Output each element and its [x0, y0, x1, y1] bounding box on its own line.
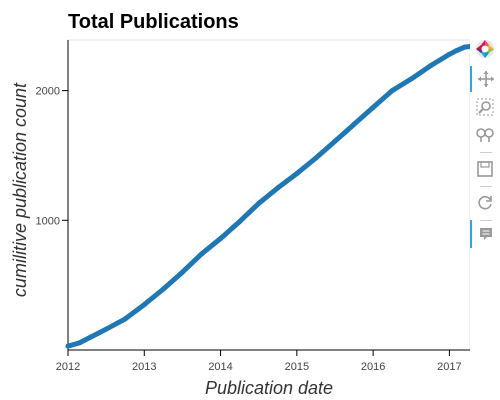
x-axis: 2012 2013 2014 2015 2016 2017 [56, 349, 470, 373]
data-point [122, 316, 128, 322]
reset-icon[interactable] [470, 190, 500, 216]
chart-toolbar [470, 36, 500, 276]
data-point [462, 44, 468, 50]
y-axis-label: cumilitive publication count [10, 82, 30, 297]
data-point [332, 138, 338, 144]
toolbar-divider [480, 220, 492, 221]
x-tick-label: 2013 [132, 361, 156, 373]
x-tick-label: 2015 [285, 361, 309, 373]
save-icon[interactable] [470, 156, 500, 182]
data-point [454, 47, 460, 53]
data-point [179, 269, 185, 275]
data-point [313, 155, 319, 161]
hover-icon[interactable] [470, 220, 500, 248]
logo-icon[interactable] [470, 36, 500, 62]
chart-title: Total Publications [68, 11, 239, 33]
data-point [370, 104, 376, 110]
x-tick-label: 2016 [361, 361, 385, 373]
x-tick-label: 2012 [56, 361, 80, 373]
data-point [65, 343, 71, 349]
data-point [160, 286, 166, 292]
box-zoom-icon[interactable] [470, 94, 500, 120]
series-layer [65, 43, 470, 349]
data-point [256, 200, 262, 206]
data-point [237, 219, 243, 225]
data-point [408, 76, 414, 82]
pan-icon[interactable] [470, 66, 500, 92]
wheel-zoom-icon[interactable] [470, 122, 500, 148]
data-point [294, 171, 300, 177]
toolbar-divider [480, 186, 492, 187]
data-point [467, 43, 470, 49]
data-point [446, 51, 452, 57]
y-tick-label: 2000 [36, 86, 60, 98]
data-point [275, 185, 281, 191]
x-axis-label: Publication date [205, 378, 333, 398]
toolbar-divider [480, 152, 492, 153]
line-chart: 1000 2000 2012 2013 2014 2015 2016 2017 cumili… [10, 39, 470, 398]
data-point [103, 326, 109, 332]
y-tick-label: 1000 [36, 215, 60, 227]
data-point [76, 340, 82, 346]
x-tick-label: 2014 [208, 361, 232, 373]
data-point [198, 251, 204, 257]
y-axis: 1000 2000 [36, 40, 69, 350]
data-point [427, 63, 433, 69]
x-tick-label: 2017 [437, 361, 461, 373]
data-point [218, 235, 224, 241]
series-line [65, 44, 470, 349]
data-point [141, 302, 147, 308]
data-point [351, 121, 357, 127]
data-point [88, 334, 94, 340]
data-point [389, 88, 395, 94]
